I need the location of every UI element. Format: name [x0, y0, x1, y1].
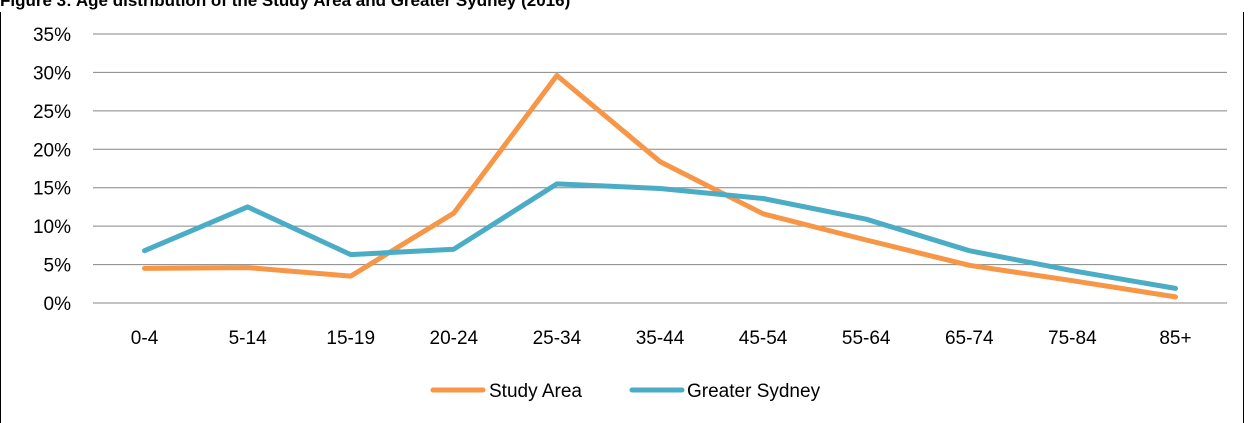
x-tick-label: 45-54: [739, 328, 788, 349]
series-line-study-area: [142, 73, 1178, 300]
line-chart: 0% 5% 10% 15% 20% 25% 30% 35% 0-4 5-14 15-19 20-24…: [33, 25, 1227, 402]
x-tick-label: 55-64: [842, 328, 891, 349]
legend-label: Greater Sydney: [687, 381, 821, 402]
figure-title: Figure 3: Age distribution of the Study …: [0, 0, 571, 10]
y-tick-label: 20%: [33, 140, 71, 161]
y-tick-label: 25%: [33, 102, 71, 123]
y-tick-label: 0%: [44, 294, 72, 315]
gridlines: [93, 33, 1227, 304]
series-lines: [142, 73, 1178, 300]
legend: Study Area Greater Sydney: [430, 381, 821, 402]
x-tick-label: 75-84: [1048, 328, 1097, 349]
x-tick-label: 65-74: [945, 328, 994, 349]
x-tick-label: 85+: [1159, 328, 1191, 349]
x-tick-label: 20-24: [430, 328, 479, 349]
x-tick-label: 0-4: [131, 328, 159, 349]
x-tick-label: 5-14: [229, 328, 267, 349]
y-tick-label: 15%: [33, 179, 71, 200]
legend-label: Study Area: [489, 381, 582, 402]
x-axis-tick-labels: 0-4 5-14 15-19 20-24 25-34 35-44 45-54 55-64 65-…: [131, 328, 1192, 349]
y-tick-label: 30%: [33, 63, 71, 84]
y-axis-tick-labels: 0% 5% 10% 15% 20% 25% 30% 35%: [33, 25, 71, 315]
x-tick-label: 25-34: [533, 328, 582, 349]
x-tick-label: 35-44: [636, 328, 685, 349]
chart-frame: 0% 5% 10% 15% 20% 25% 30% 35% 0-4 5-14 15-19 20-24…: [0, 12, 1244, 423]
x-tick-label: 15-19: [326, 328, 375, 349]
series-line-greater-sydney: [142, 181, 1178, 291]
y-tick-label: 10%: [33, 217, 71, 238]
y-tick-label: 5%: [44, 256, 72, 277]
y-tick-label: 35%: [33, 25, 71, 46]
